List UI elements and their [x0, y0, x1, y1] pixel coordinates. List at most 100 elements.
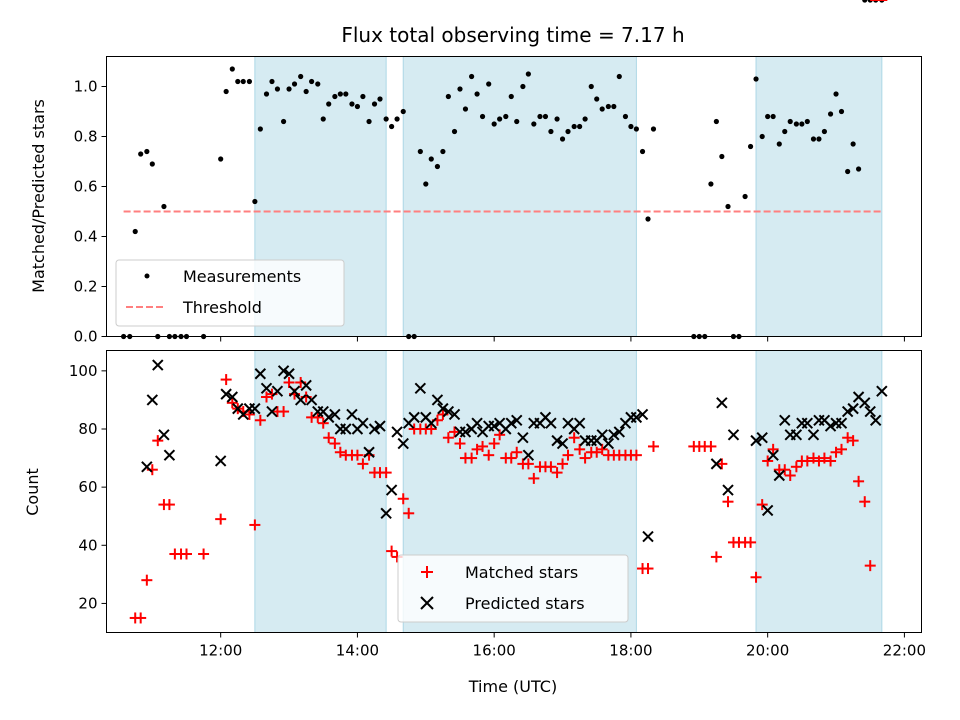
- y-tick-label: 0.0: [74, 328, 98, 346]
- measurement-point: [645, 216, 651, 222]
- y-tick-label: 1.0: [74, 78, 98, 96]
- measurement-point: [708, 181, 714, 187]
- legend-label-predicted: Predicted stars: [465, 594, 585, 613]
- shaded-interval: [755, 350, 883, 633]
- measurement-point: [326, 101, 332, 107]
- legend-marker-measurements: [144, 273, 150, 279]
- predicted-star-point: [294, 394, 307, 406]
- measurement-point: [531, 121, 537, 127]
- predicted-star-point: [608, 429, 620, 441]
- predicted-star-point: [801, 417, 814, 429]
- measurement-point: [445, 93, 451, 100]
- measurement-point: [850, 141, 856, 147]
- measurement-point: [240, 78, 246, 85]
- measurement-point: [303, 88, 309, 95]
- measurement-point: [269, 78, 275, 85]
- predicted-star-point: [505, 417, 517, 429]
- measurement-point: [457, 86, 463, 92]
- measurement-point: [360, 93, 366, 100]
- matched-star-point: [545, 461, 557, 473]
- measurement-point: [291, 81, 298, 87]
- matched-star-point: [522, 458, 534, 470]
- measurement-point: [725, 203, 731, 210]
- measurement-point: [845, 168, 851, 175]
- predicted-star-point: [323, 411, 335, 424]
- predicted-star-point: [363, 446, 375, 458]
- predicted-star-point: [283, 368, 295, 380]
- legend-marker-predicted: [420, 596, 434, 610]
- x-tick-label: 20:00: [746, 642, 789, 660]
- matched-star-point: [449, 426, 461, 438]
- predicted-star-point: [876, 385, 888, 397]
- predicted-star-point: [374, 420, 386, 432]
- measurement-point: [257, 126, 263, 132]
- matched-star-point: [278, 406, 290, 418]
- matched-star-point: [329, 438, 341, 450]
- predicted-star-point: [459, 426, 472, 438]
- measurement-point: [554, 116, 560, 122]
- y-tick-label: 20: [78, 594, 97, 612]
- matched-star-point: [180, 548, 192, 560]
- predicted-star-point: [277, 365, 290, 377]
- matched-star-point: [386, 545, 398, 557]
- predicted-star-point: [864, 405, 876, 418]
- predicted-star-point: [397, 437, 409, 450]
- measurement-point: [810, 136, 817, 142]
- top-y-ticks: 0.0 0.2 0.4 0.6 0.8 1.0: [74, 78, 107, 346]
- matched-star-point: [312, 411, 324, 423]
- bottom-panel: 12:00 14:00 16:00 18:00 20:00 22:00 20 40 60 80 1…: [23, 0, 926, 696]
- predicted-star-point: [767, 449, 779, 461]
- matched-star-point: [442, 432, 454, 444]
- matched-star-point: [243, 408, 255, 420]
- bottom-y-axis-label: Count: [23, 468, 42, 516]
- predicted-star-point: [408, 411, 420, 424]
- measurement-point: [588, 83, 594, 90]
- matched-star-point: [762, 455, 774, 467]
- top-panel: 0.0 0.2 0.4 0.6 0.8 1.0 Matched/Predicted sta…: [29, 0, 922, 346]
- predicted-star-point: [340, 423, 352, 435]
- measurement-point: [719, 153, 725, 160]
- measurement-point: [816, 136, 822, 142]
- measurement-point: [548, 128, 554, 135]
- matched-star-point: [630, 449, 642, 461]
- measurement-point: [223, 88, 229, 95]
- predicted-star-point: [141, 461, 153, 473]
- matched-star-point: [818, 452, 830, 464]
- measurement-point: [605, 103, 611, 110]
- measurement-point: [537, 113, 543, 120]
- chart-title: Flux total observing time = 7.17 h: [341, 23, 684, 47]
- bottom-legend: Matched stars Predicted stars: [397, 554, 629, 623]
- measurement-point: [332, 93, 338, 100]
- matched-star-point: [483, 449, 495, 461]
- measurement-point: [383, 116, 389, 122]
- measurement-point: [354, 103, 361, 110]
- predicted-star-point: [437, 402, 449, 415]
- predicted-star-point: [305, 394, 318, 406]
- predicted-star-point: [517, 432, 529, 444]
- measurement-point: [827, 111, 834, 117]
- predicted-star-point: [761, 504, 774, 517]
- measurement-point: [434, 163, 441, 170]
- predicted-star-point: [329, 408, 341, 421]
- measurement-point: [149, 161, 155, 167]
- measurement-point: [650, 126, 657, 132]
- measurement-point: [799, 121, 805, 127]
- y-tick-label: 80: [78, 420, 97, 438]
- measurement-point: [782, 128, 788, 135]
- measurement-point: [286, 86, 292, 92]
- predicted-star-point: [545, 417, 557, 429]
- predicted-star-point: [869, 414, 882, 426]
- matched-star-point: [790, 461, 802, 473]
- predicted-star-point: [288, 385, 301, 397]
- measurement-point: [491, 121, 497, 127]
- predicted-star-point: [163, 449, 176, 461]
- measurement-point: [144, 148, 150, 155]
- matched-star-point: [716, 458, 728, 470]
- measurement-point: [508, 93, 514, 100]
- predicted-star-point: [391, 426, 403, 438]
- bottom-y-ticks: 20 40 60 80 100: [69, 362, 107, 612]
- x-tick-label: 18:00: [609, 642, 652, 660]
- measurement-point: [628, 123, 634, 130]
- predicted-star-point: [847, 402, 859, 415]
- matched-star-point: [425, 423, 437, 435]
